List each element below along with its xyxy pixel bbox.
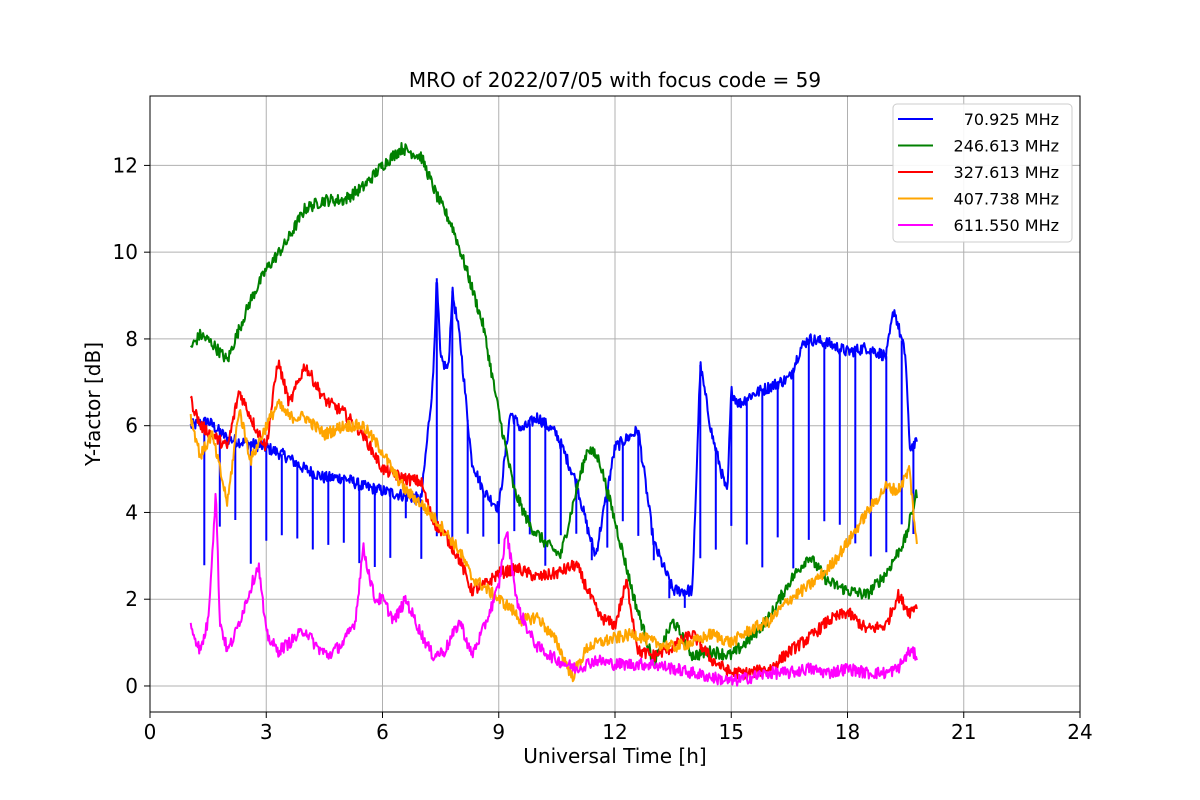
y-tick-label: 2 <box>125 587 138 611</box>
x-tick-label: 24 <box>1067 720 1092 744</box>
x-tick-label: 9 <box>492 720 505 744</box>
x-tick-label: 18 <box>835 720 860 744</box>
legend-label-0: 70.925 MHz <box>964 110 1059 129</box>
x-tick-label: 6 <box>376 720 389 744</box>
series-line-3 <box>189 398 918 683</box>
x-tick-label: 21 <box>951 720 976 744</box>
y-tick-label: 8 <box>125 327 138 351</box>
series-line-2 <box>189 359 918 680</box>
series-layer <box>189 142 918 687</box>
series-line-4 <box>189 492 918 687</box>
legend-label-2: 327.613 MHz <box>954 163 1059 182</box>
y-axis-ticks: 0 2 4 6 8 10 12 <box>113 153 150 698</box>
legend-label-1: 246.613 MHz <box>954 137 1059 156</box>
x-axis-label: Universal Time [h] <box>523 744 706 768</box>
x-axis-ticks: 0 3 6 9 12 15 18 21 24 <box>144 712 1093 744</box>
legend-box <box>892 103 1073 243</box>
legend-label-4: 611.550 MHz <box>954 216 1059 235</box>
y-tick-label: 6 <box>125 414 138 438</box>
y-axis-label: Y-factor [dB] <box>81 342 105 467</box>
series-line-1 <box>189 142 918 667</box>
y-tick-label: 12 <box>113 153 138 177</box>
plot-area <box>189 142 918 687</box>
x-tick-label: 15 <box>719 720 744 744</box>
x-tick-label: 3 <box>260 720 273 744</box>
legend-label-3: 407.738 MHz <box>954 190 1059 209</box>
y-tick-label: 0 <box>125 674 138 698</box>
x-tick-label: 12 <box>602 720 627 744</box>
y-tick-label: 4 <box>125 500 138 524</box>
legend: 70.925 MHz 246.613 MHz 327.613 MHz 407.738 … <box>892 103 1073 243</box>
chart-title: MRO of 2022/07/05 with focus code = 59 <box>409 68 821 92</box>
series-line-0 <box>189 278 918 608</box>
y-tick-label: 10 <box>113 240 138 264</box>
x-tick-label: 0 <box>144 720 157 744</box>
